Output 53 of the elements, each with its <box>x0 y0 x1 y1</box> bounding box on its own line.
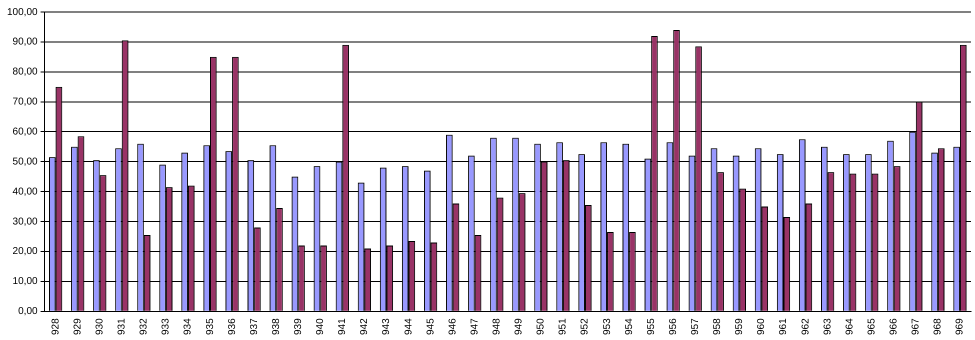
x-tick-label: 964 <box>844 318 856 336</box>
x-tick-label: 951 <box>558 318 569 336</box>
x-tick-label: 963 <box>822 318 834 336</box>
x-tick-label: 941 <box>337 318 348 336</box>
x-tick-label: 930 <box>94 318 106 336</box>
x-tick-label: 967 <box>910 318 922 336</box>
y-tick-label: 80,00 <box>12 66 38 78</box>
y-tick-label: 100,00 <box>6 6 38 18</box>
x-tick-label: 940 <box>315 318 326 336</box>
x-tick-label: 934 <box>182 318 194 336</box>
x-tick-label: 933 <box>160 318 172 336</box>
x-tick-label: 943 <box>381 318 392 336</box>
x-tick-label: 966 <box>888 318 900 336</box>
x-tick-label: 965 <box>866 318 878 336</box>
x-tick-label: 953 <box>602 318 613 336</box>
x-tick-label: 937 <box>248 318 260 336</box>
x-tick-label: 950 <box>536 318 547 336</box>
x-tick-label: 956 <box>668 318 679 336</box>
x-tick-label: 932 <box>138 318 150 336</box>
x-tick-label: 942 <box>359 318 370 336</box>
x-tick-label: 928 <box>50 318 62 336</box>
x-tick-label: 958 <box>712 318 724 336</box>
x-tick-label: 961 <box>778 318 790 336</box>
x-tick-label: 949 <box>514 318 525 336</box>
x-tick-label: 948 <box>492 318 503 336</box>
y-tick-label: 40,00 <box>12 186 38 198</box>
x-tick-label: 936 <box>226 318 238 336</box>
x-tick-label: 969 <box>954 318 966 336</box>
x-tick-label: 952 <box>580 318 591 336</box>
x-tick-label: 939 <box>292 318 304 336</box>
x-tick-label: 960 <box>756 318 768 336</box>
y-tick-label: 50,00 <box>12 156 38 168</box>
y-tick-label: 70,00 <box>12 96 38 108</box>
x-tick-label: 935 <box>204 318 216 336</box>
x-tick-label: 959 <box>734 318 746 336</box>
x-tick-label: 938 <box>270 318 282 336</box>
y-tick-label: 0,00 <box>18 306 38 318</box>
y-tick-label: 60,00 <box>12 126 38 138</box>
y-tick-label: 20,00 <box>12 246 38 258</box>
y-tick-label: 30,00 <box>12 216 38 228</box>
x-tick-label: 944 <box>403 318 414 336</box>
x-tick-label: 955 <box>646 318 657 336</box>
x-tick-label: 954 <box>624 318 635 336</box>
x-tick-label: 947 <box>469 318 480 336</box>
x-tick-label: 931 <box>116 318 128 336</box>
x-tick-label: 945 <box>425 318 436 336</box>
x-tick-label: 929 <box>72 318 84 336</box>
x-tick-label: 946 <box>447 318 458 336</box>
y-tick-label: 90,00 <box>12 36 38 48</box>
x-tick-label: 962 <box>800 318 812 336</box>
x-tick-label: 968 <box>932 318 944 336</box>
x-tick-label: 957 <box>690 318 702 336</box>
y-tick-label: 10,00 <box>12 276 38 288</box>
